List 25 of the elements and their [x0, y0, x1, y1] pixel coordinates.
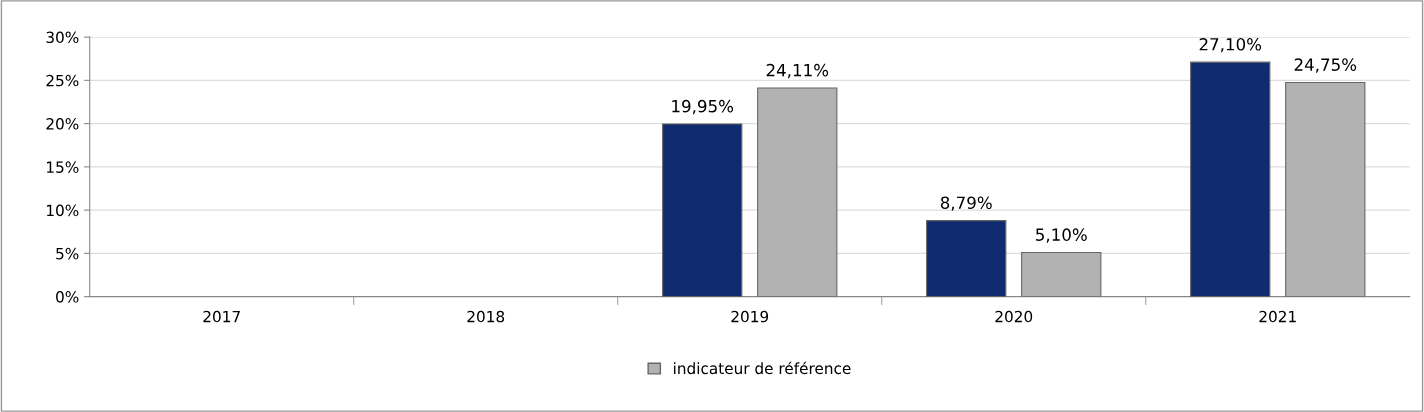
bar [757, 87, 838, 297]
data-label: 27,10% [1199, 38, 1262, 53]
x-tick-label: 2020 [995, 310, 1033, 323]
y-tick-label: 25% [46, 74, 79, 87]
y-tick-label: 10% [47, 204, 79, 217]
y-tick-label: 15% [47, 161, 79, 173]
x-tick-label: 2017 [203, 310, 240, 323]
y-tick-label: 5% [56, 247, 79, 260]
y-tick-label: 30% [46, 31, 79, 44]
data-label: 24,75% [1294, 58, 1357, 73]
bar [662, 123, 743, 297]
data-label: 8,79% [940, 196, 992, 211]
bar [1190, 61, 1271, 297]
x-tick-label: 2021 [1259, 310, 1296, 323]
data-label: 5,10% [1036, 228, 1087, 243]
y-tick-label: 0% [56, 291, 79, 303]
x-tick-label: 2019 [731, 310, 769, 323]
data-label: 24,11% [766, 63, 829, 79]
data-label: 19,95% [672, 99, 734, 115]
bar [1285, 81, 1366, 297]
y-tick-label: 20% [46, 118, 79, 130]
x-tick-label: 2018 [467, 310, 505, 323]
bar [1021, 251, 1102, 297]
bar [926, 220, 1007, 297]
legend-label: indicateur de référence [674, 361, 851, 375]
